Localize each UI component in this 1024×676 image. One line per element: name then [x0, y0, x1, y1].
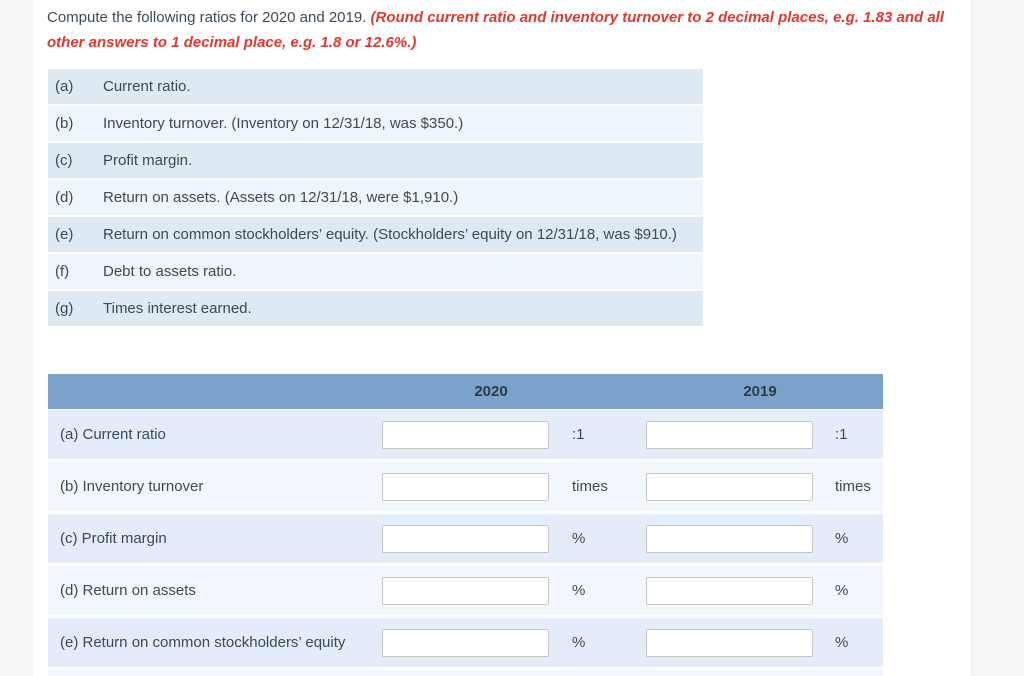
ratio-letter: (f): [55, 263, 70, 280]
ratio-list-row-e: (e) Return on common stockholders’ equit…: [48, 217, 703, 254]
unit-label: %: [572, 530, 586, 547]
ratio-description: Return on assets. (Assets on 12/31/18, w…: [103, 189, 459, 206]
unit-label: %: [572, 634, 586, 651]
ratio-letter: (g): [55, 300, 74, 317]
answer-input-2020[interactable]: [382, 628, 549, 657]
answer-input-2019[interactable]: [646, 576, 813, 605]
answer-input-2019[interactable]: [646, 628, 813, 657]
question-instruction: Compute the following ratios for 2020 an…: [47, 5, 945, 55]
answer-row-return-on-assets: (d) Return on assets % %: [48, 566, 883, 618]
answer-row-label: (b) Inventory turnover: [60, 478, 204, 495]
answer-row-inventory-turnover: (b) Inventory turnover times times: [48, 462, 883, 514]
answer-input-2020[interactable]: [382, 472, 549, 501]
answer-input-2019[interactable]: [646, 472, 813, 501]
ratio-letter: (c): [55, 152, 73, 169]
answer-input-2020[interactable]: [382, 524, 549, 553]
answer-row-return-on-equity: (e) Return on common stockholders’ equit…: [48, 618, 883, 670]
answer-table: 2020 2019 (a) Current ratio :1 :1 (b) In…: [48, 374, 883, 676]
ratio-letter: (d): [55, 189, 74, 206]
answer-table-body: (a) Current ratio :1 :1 (b) Inventory tu…: [48, 410, 883, 676]
ratio-description: Profit margin.: [103, 152, 193, 169]
answer-row-label: (e) Return on common stockholders’ equit…: [60, 634, 346, 651]
ratio-letter: (b): [55, 115, 74, 132]
ratio-list-row-f: (f) Debt to assets ratio.: [48, 254, 703, 291]
ratio-list-row-a: (a) Current ratio.: [48, 69, 703, 106]
ratio-description: Debt to assets ratio.: [103, 263, 237, 280]
ratio-list: (a) Current ratio. (b) Inventory turnove…: [48, 69, 703, 328]
unit-label: %: [835, 582, 849, 599]
answer-input-2020[interactable]: [382, 576, 549, 605]
column-header-2019: 2019: [743, 383, 777, 400]
unit-label: :1: [835, 426, 848, 443]
ratio-description: Times interest earned.: [103, 300, 252, 317]
ratio-description: Return on common stockholders’ equity. (…: [103, 226, 677, 243]
unit-label: times: [835, 478, 871, 495]
answer-row-label: (a) Current ratio: [60, 426, 166, 443]
answer-input-2019[interactable]: [646, 420, 813, 449]
unit-label: %: [572, 582, 586, 599]
ratio-list-row-d: (d) Return on assets. (Assets on 12/31/1…: [48, 180, 703, 217]
answer-row-label: (d) Return on assets: [60, 582, 196, 599]
answer-row-label: (c) Profit margin: [60, 530, 167, 547]
ratio-description: Current ratio.: [103, 78, 191, 95]
rounding-note: (Round current ratio and inventory turno…: [47, 9, 945, 51]
ratio-description: Inventory turnover. (Inventory on 12/31/…: [103, 115, 464, 132]
answer-input-2020[interactable]: [382, 420, 549, 449]
answer-row-current-ratio: (a) Current ratio :1 :1: [48, 410, 883, 462]
answer-input-2019[interactable]: [646, 524, 813, 553]
right-gutter: [971, 0, 1024, 676]
ratio-list-row-g: (g) Times interest earned.: [48, 291, 703, 328]
answer-table-header: 2020 2019: [48, 374, 883, 409]
column-header-2020: 2020: [474, 383, 508, 400]
unit-label: %: [835, 530, 849, 547]
unit-label: times: [572, 478, 608, 495]
ratio-letter: (a): [55, 78, 74, 95]
ratio-list-row-b: (b) Inventory turnover. (Inventory on 12…: [48, 106, 703, 143]
unit-label: :1: [572, 426, 585, 443]
ratio-letter: (e): [55, 226, 74, 243]
answer-row-profit-margin: (c) Profit margin % %: [48, 514, 883, 566]
unit-label: %: [835, 634, 849, 651]
instruction-text: Compute the following ratios for 2020 an…: [47, 9, 367, 26]
answer-row-debt-to-assets: (f) Debt to assets ratio % %: [48, 670, 883, 676]
ratio-list-row-c: (c) Profit margin.: [48, 143, 703, 180]
